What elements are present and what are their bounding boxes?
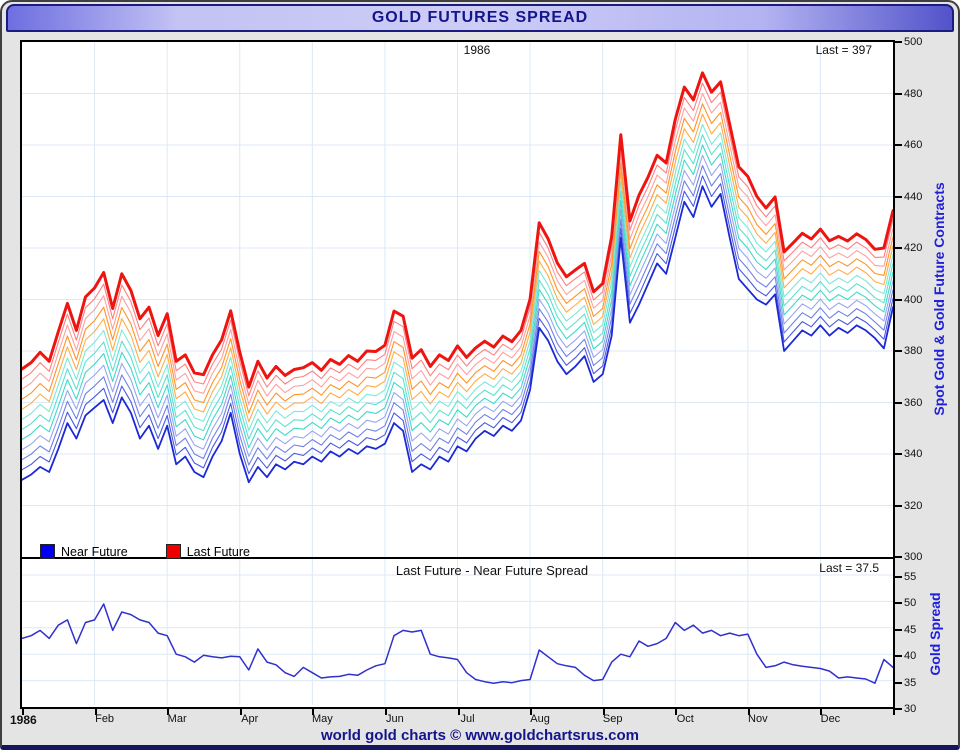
legend-swatch-icon [166, 544, 181, 559]
y-tick-mark [895, 682, 902, 684]
y-tick-mark [895, 576, 902, 578]
y-tick-mark [895, 93, 902, 95]
y-tick-label: 460 [904, 139, 922, 151]
x-tick-label: Apr [241, 713, 258, 725]
y-tick-mark [895, 556, 902, 558]
page-title: GOLD FUTURES SPREAD [372, 9, 588, 27]
legend-item: Near Future [40, 544, 128, 559]
y-tick-label: 320 [904, 500, 922, 512]
x-tick-label: Nov [748, 713, 768, 725]
x-tick-label: Aug [530, 713, 550, 725]
y-tick-mark [895, 247, 902, 249]
y-tick-mark [895, 350, 902, 352]
y-tick-label: 480 [904, 88, 922, 100]
legend-label: Near Future [61, 545, 128, 559]
y-tick-label: 400 [904, 294, 922, 306]
y-tick-mark [895, 629, 902, 631]
x-tick-mark [893, 709, 895, 715]
price-last-annotation: Last = 397 [742, 43, 872, 57]
x-tick-label: Jul [460, 713, 474, 725]
y-tick-mark [895, 453, 902, 455]
y-tick-mark [895, 505, 902, 507]
y-tick-mark [895, 299, 902, 301]
y-tick-label: 440 [904, 191, 922, 203]
x-tick-label: Jun [386, 713, 404, 725]
x-tick-label: Mar [168, 713, 187, 725]
x-tick-label: Feb [95, 713, 114, 725]
spread-chart-canvas [22, 559, 893, 705]
x-tick-mark [458, 709, 460, 715]
y-tick-mark [895, 41, 902, 43]
x-tick-label: Oct [677, 713, 694, 725]
y-tick-label: 50 [904, 597, 916, 609]
spread-panel-title: Last Future - Near Future Spread [302, 563, 682, 578]
x-tick-label: Sep [603, 713, 623, 725]
y-tick-mark [895, 655, 902, 657]
x-tick-label: May [312, 713, 333, 725]
y-tick-label: 300 [904, 551, 922, 563]
year-annotation: 1986 [432, 43, 522, 57]
y-tick-label: 45 [904, 624, 916, 636]
y-tick-label: 420 [904, 242, 922, 254]
title-bar: GOLD FUTURES SPREAD [6, 4, 954, 32]
price-axis-title: Spot Gold & Gold Future Contracts [931, 174, 947, 424]
futures-price-panel [20, 40, 895, 559]
y-tick-label: 360 [904, 397, 922, 409]
legend-swatch-icon [40, 544, 55, 559]
spread-last-annotation: Last = 37.5 [749, 561, 879, 575]
y-tick-label: 380 [904, 345, 922, 357]
x-tick-label: Dec [821, 713, 841, 725]
chart-window: GOLD FUTURES SPREAD 1986 Last = 397 Last… [0, 0, 960, 750]
y-tick-mark [895, 708, 902, 710]
price-chart-canvas [22, 42, 893, 557]
footer-credit: world gold charts © www.goldchartsrus.co… [2, 727, 958, 744]
y-tick-label: 35 [904, 677, 916, 689]
y-tick-mark [895, 196, 902, 198]
legend: Near Future Last Future [40, 544, 278, 559]
legend-item: Last Future [166, 544, 250, 559]
y-tick-label: 40 [904, 650, 916, 662]
y-tick-label: 30 [904, 703, 916, 715]
spread-axis-title: Gold Spread [927, 574, 943, 694]
y-tick-mark [895, 144, 902, 146]
spread-panel [20, 559, 895, 709]
x-tick-label: 1986 [10, 713, 37, 727]
y-tick-mark [895, 402, 902, 404]
y-tick-mark [895, 602, 902, 604]
legend-label: Last Future [187, 545, 250, 559]
y-tick-label: 55 [904, 571, 916, 583]
y-tick-label: 500 [904, 36, 922, 48]
y-tick-label: 340 [904, 448, 922, 460]
